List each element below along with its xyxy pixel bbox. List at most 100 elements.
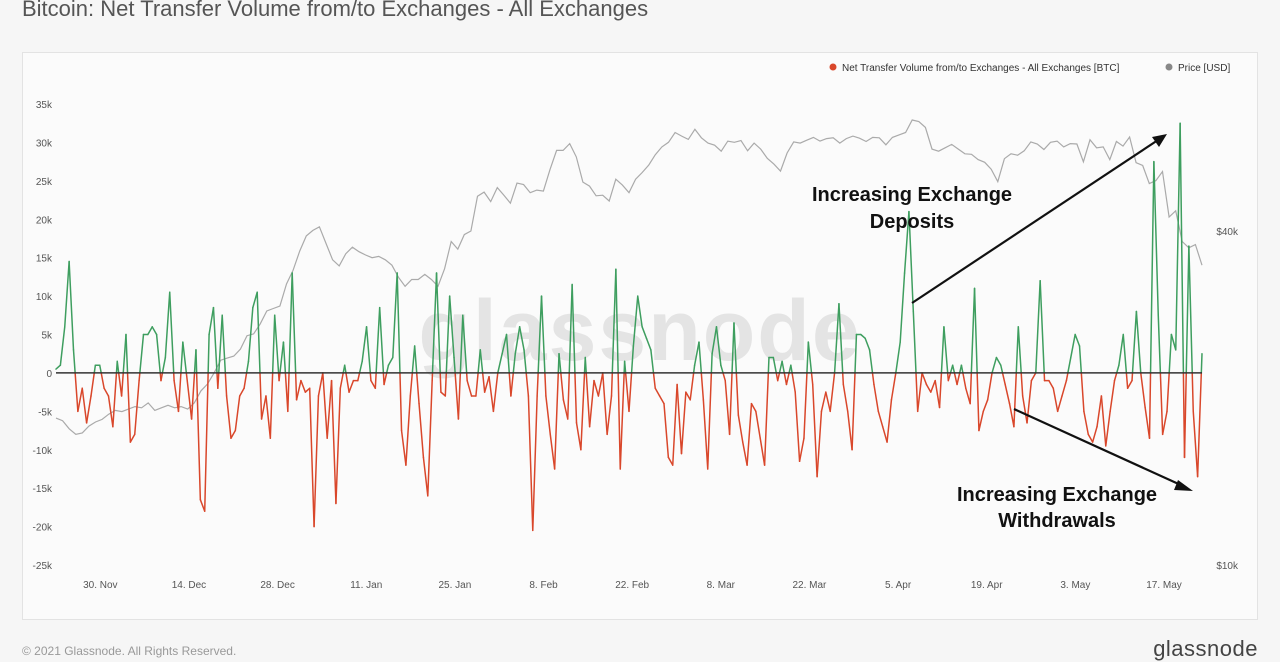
y-tick-label: 20k bbox=[36, 215, 53, 226]
net-transfer-segment bbox=[139, 373, 140, 381]
net-transfer-segment bbox=[148, 327, 152, 335]
annotation-withdrawals: Increasing Exchange Withdrawals bbox=[957, 409, 1193, 532]
net-transfer-segment bbox=[60, 327, 64, 365]
net-transfer-segment bbox=[387, 365, 389, 373]
net-transfer-segment bbox=[445, 373, 446, 396]
legend: Net Transfer Volume from/to Exchanges - … bbox=[830, 63, 1231, 74]
x-tick-label: 22. Feb bbox=[615, 580, 649, 591]
net-transfer-segment bbox=[1189, 246, 1192, 373]
net-transfer-segment bbox=[270, 373, 272, 438]
net-transfer-segment bbox=[935, 381, 939, 408]
net-transfer-segment bbox=[1071, 335, 1075, 358]
net-transfer-segment bbox=[257, 292, 260, 373]
net-transfer-segment bbox=[1186, 246, 1189, 373]
net-transfer-segment bbox=[1201, 354, 1202, 373]
net-transfer-segment bbox=[340, 373, 343, 388]
net-transfer-segment bbox=[73, 350, 75, 373]
net-transfer-segment bbox=[1106, 411, 1110, 446]
net-transfer-segment bbox=[931, 381, 935, 393]
net-transfer-segment bbox=[358, 373, 360, 381]
net-transfer-segment bbox=[101, 373, 104, 388]
net-transfer-segment bbox=[703, 400, 707, 469]
net-transfer-segment bbox=[804, 373, 807, 438]
net-transfer-segment bbox=[187, 381, 191, 419]
net-transfer-segment bbox=[262, 396, 266, 419]
legend-label-price[interactable]: Price [USD] bbox=[1178, 63, 1230, 74]
net-transfer-segment bbox=[1021, 373, 1022, 396]
net-transfer-segment bbox=[113, 373, 117, 427]
net-transfer-segment bbox=[213, 308, 217, 373]
net-transfer-segment bbox=[247, 361, 249, 373]
net-transfer-segment bbox=[1158, 315, 1160, 373]
net-transfer-segment bbox=[1176, 123, 1180, 350]
net-transfer-segment bbox=[69, 262, 73, 350]
net-transfer-segment bbox=[660, 396, 664, 404]
net-transfer-segment bbox=[1084, 411, 1088, 434]
net-transfer-segment bbox=[388, 358, 392, 366]
net-transfer-segment bbox=[625, 361, 626, 373]
net-transfer-segment bbox=[872, 373, 873, 385]
net-transfer-segment bbox=[393, 273, 397, 358]
net-transfer-segment bbox=[961, 365, 962, 373]
net-transfer-segment bbox=[996, 358, 1000, 366]
net-transfer-segment bbox=[1141, 373, 1145, 408]
net-transfer-segment bbox=[292, 273, 295, 373]
footer-copyright: © 2021 Glassnode. All Rights Reserved. bbox=[22, 644, 236, 658]
annotation-deposits: Increasing Exchange Deposits bbox=[812, 134, 1167, 303]
legend-marker-net-transfer bbox=[830, 64, 837, 71]
net-transfer-segment bbox=[900, 273, 904, 342]
net-transfer-segment bbox=[410, 373, 412, 396]
net-transfer-segment bbox=[751, 404, 755, 412]
net-transfer-segment bbox=[677, 384, 681, 453]
net-transfer-segment bbox=[362, 327, 366, 362]
net-transfer-segment bbox=[165, 292, 169, 357]
net-transfer-segment bbox=[878, 411, 882, 426]
net-transfer-segment bbox=[586, 373, 589, 427]
net-transfer-segment bbox=[585, 358, 586, 373]
net-transfer-segment bbox=[537, 373, 538, 396]
net-transfer-segment bbox=[768, 358, 769, 373]
net-transfer-segment bbox=[1154, 162, 1158, 316]
legend-marker-price bbox=[1166, 64, 1173, 71]
net-transfer-segment bbox=[1160, 373, 1162, 434]
net-transfer-segment bbox=[725, 381, 729, 435]
net-transfer-segment bbox=[821, 392, 825, 411]
net-transfer-segment bbox=[288, 373, 289, 411]
net-transfer-segment bbox=[323, 373, 327, 438]
net-transfer-segment bbox=[730, 373, 732, 434]
net-transfer-segment bbox=[222, 315, 225, 373]
net-transfer-segment bbox=[1163, 411, 1167, 434]
net-transfer-segment bbox=[380, 308, 384, 373]
net-transfer-segment bbox=[283, 342, 285, 373]
net-transfer-segment bbox=[681, 392, 685, 453]
net-transfer-segment bbox=[1097, 396, 1101, 427]
net-transfer-segment bbox=[100, 365, 101, 373]
annotation-deposits-line-1: Increasing Exchange bbox=[812, 184, 1012, 206]
net-transfer-segment bbox=[1066, 373, 1067, 381]
net-transfer-segment bbox=[218, 373, 219, 388]
y-right-tick-label: $40k bbox=[1216, 227, 1239, 238]
net-transfer-segment bbox=[181, 342, 183, 373]
net-transfer-segment bbox=[1101, 396, 1105, 446]
net-transfer-segment bbox=[1031, 373, 1035, 381]
net-transfer-segment bbox=[1169, 335, 1171, 373]
x-tick-label: 25. Jan bbox=[438, 580, 471, 591]
x-tick-label: 28. Dec bbox=[260, 580, 294, 591]
y-tick-label: 10k bbox=[36, 292, 53, 303]
net-transfer-segment bbox=[1126, 373, 1127, 388]
net-transfer-segment bbox=[1001, 365, 1003, 373]
net-transfer-segment bbox=[988, 373, 992, 400]
net-transfer-segment bbox=[891, 373, 895, 400]
net-transfer-segment bbox=[126, 335, 128, 373]
net-transfer-segment bbox=[244, 373, 246, 388]
net-transfer-segment bbox=[235, 396, 239, 431]
net-transfer-segment bbox=[747, 404, 751, 465]
net-transfer-segment bbox=[174, 381, 178, 412]
legend-label-net-transfer[interactable]: Net Transfer Volume from/to Exchanges - … bbox=[842, 63, 1120, 74]
net-transfer-segment bbox=[800, 438, 804, 461]
net-transfer-segment bbox=[941, 327, 943, 373]
net-transfer-segment bbox=[279, 373, 280, 381]
net-transfer-segment bbox=[953, 365, 955, 373]
net-transfer-segment bbox=[1119, 335, 1123, 366]
net-transfer-segment bbox=[545, 373, 546, 396]
